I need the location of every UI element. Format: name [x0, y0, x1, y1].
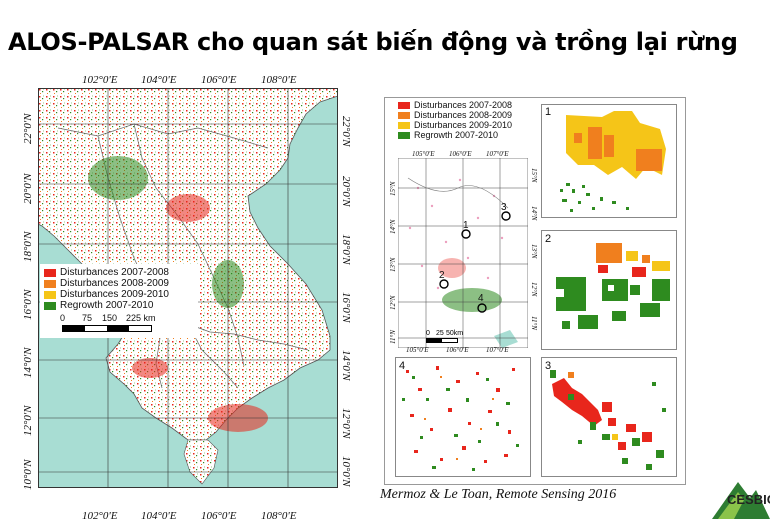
- mountain-icon: [712, 482, 770, 519]
- overview-lat-label: 12°N: [389, 295, 397, 310]
- scale-label: 25: [436, 330, 444, 337]
- legend-label: Regrowth 2007-2010: [60, 300, 154, 311]
- overview-lon-label-bottom: 107°0'E: [486, 346, 509, 354]
- slide-title: ALOS-PALSAR cho quan sát biến động và tr…: [8, 28, 738, 56]
- legend-label: Disturbances 2009-2010: [414, 120, 513, 130]
- panel-4-graphic: [402, 366, 519, 471]
- main-lon-label: 108°0'E: [261, 74, 297, 86]
- legend-item: Disturbances 2007-2008: [398, 100, 512, 110]
- legend-swatch: [44, 290, 56, 299]
- logo-text: CESBIO: [727, 492, 770, 507]
- main-lat-label: 14°0'N: [22, 347, 34, 378]
- detail-overview-map: [397, 157, 529, 349]
- scale-label: 50km: [446, 330, 464, 337]
- panel-number: 4: [399, 360, 406, 372]
- site-label: 4: [478, 293, 484, 304]
- panel-number: 1: [545, 106, 552, 118]
- main-lon-label-bottom: 104°0'E: [141, 510, 177, 522]
- scale-label: 0: [60, 313, 66, 323]
- overview-lon-label: 107°0'E: [486, 150, 509, 158]
- scale-label: 75: [82, 313, 93, 323]
- legend-item: Disturbances 2008-2009: [44, 278, 194, 289]
- site-label: 2: [439, 270, 445, 281]
- main-lat-label: 12°0'N: [22, 405, 34, 436]
- legend-swatch: [398, 121, 410, 129]
- overview-lat-label-right: 12°N: [530, 282, 538, 297]
- legend-label: Disturbances 2007-2008: [60, 267, 169, 278]
- main-lat-label-right: 16°0'N: [340, 292, 352, 323]
- main-lon-label-bottom: 102°0'E: [82, 510, 118, 522]
- overview-lat-label-right: 14°N: [530, 206, 538, 221]
- overview-map-graphic: [397, 157, 529, 349]
- detail-panel-4: [395, 357, 531, 477]
- panel-1-graphic: [560, 111, 666, 212]
- site-label: 1: [463, 220, 469, 231]
- cesbio-logo: [712, 478, 770, 519]
- overview-lon-label-bottom: 106°0'E: [446, 346, 469, 354]
- legend-swatch: [44, 279, 56, 288]
- scale-bar-graphic: [62, 325, 152, 332]
- main-lat-label: 10°0'N: [22, 459, 34, 490]
- legend-label: Disturbances 2008-2009: [414, 110, 513, 120]
- legend-item: Disturbances 2008-2009: [398, 110, 512, 120]
- main-lon-label: 106°0'E: [201, 74, 237, 86]
- detail-panel-2: [541, 230, 677, 350]
- citation: Mermoz & Le Toan, Remote Sensing 2016: [380, 487, 617, 502]
- main-lat-label-right: 18°0'N: [340, 234, 352, 265]
- panel-number: 2: [545, 233, 552, 245]
- overview-lat-label: 11°N: [389, 330, 397, 344]
- legend-item: Regrowth 2007-2010: [44, 300, 194, 311]
- legend-swatch: [44, 301, 56, 310]
- main-lon-label-bottom: 106°0'E: [201, 510, 237, 522]
- scale-bar-graphic: [426, 338, 458, 343]
- legend-label: Disturbances 2009-2010: [60, 289, 169, 300]
- overview-lon-label: 105°0'E: [412, 150, 435, 158]
- main-lat-label: 20°0'N: [22, 173, 34, 204]
- legend-label: Disturbances 2007-2008: [414, 100, 513, 110]
- overview-lat-label: 14°N: [389, 219, 397, 234]
- legend-swatch: [398, 111, 410, 119]
- legend-swatch: [398, 101, 410, 109]
- panel-3-graphic: [550, 370, 666, 470]
- main-lat-label-right: 14°0'N: [340, 350, 352, 381]
- scale-bar: 0 75 150 225 km: [44, 313, 194, 335]
- detail-panel-3: [541, 357, 677, 477]
- scale-label: 150: [102, 313, 118, 323]
- detail-legend: Disturbances 2007-2008 Disturbances 2008…: [398, 100, 513, 140]
- overview-lat-label-right: 13°N: [530, 244, 538, 259]
- main-lat-label-right: 22°0'N: [340, 116, 352, 147]
- main-lat-label-right: 12°0'N: [340, 408, 352, 439]
- overview-lat-label: 13°N: [389, 257, 397, 272]
- overview-lat-label-right: 11°N: [530, 316, 538, 330]
- scale-label: 225 km: [126, 313, 156, 323]
- scale-label: 0: [426, 330, 430, 337]
- panel-2-graphic: [556, 243, 670, 329]
- legend-item: Disturbances 2007-2008: [44, 267, 194, 278]
- main-lat-label: 18°0'N: [22, 231, 34, 262]
- legend-swatch: [398, 131, 410, 139]
- overview-lat-label-right: 15°N: [530, 168, 538, 183]
- overview-lat-label: 15°N: [389, 181, 397, 196]
- overview-scale-bar: 0 25 50km: [426, 330, 486, 344]
- main-lat-label-right: 10°0'N: [340, 456, 352, 487]
- legend-item: Regrowth 2007-2010: [398, 130, 512, 140]
- legend-item: Disturbances 2009-2010: [44, 289, 194, 300]
- main-map-legend: Disturbances 2007-2008 Disturbances 2008…: [40, 264, 198, 338]
- main-lon-label: 104°0'E: [141, 74, 177, 86]
- panel-number: 3: [545, 360, 552, 372]
- main-lat-label: 16°0'N: [22, 289, 34, 320]
- legend-swatch: [44, 268, 56, 277]
- site-label: 3: [501, 202, 507, 213]
- overview-lon-label: 106°0'E: [449, 150, 472, 158]
- main-lat-label: 22°0'N: [22, 113, 34, 144]
- main-lat-label-right: 20°0'N: [340, 176, 352, 207]
- main-lon-label-bottom: 108°0'E: [261, 510, 297, 522]
- overview-lon-label-bottom: 105°0'E: [406, 346, 429, 354]
- legend-label: Regrowth 2007-2010: [414, 130, 499, 140]
- legend-label: Disturbances 2008-2009: [60, 278, 169, 289]
- main-lon-label: 102°0'E: [82, 74, 118, 86]
- detail-panel-1: [541, 104, 677, 218]
- legend-item: Disturbances 2009-2010: [398, 120, 512, 130]
